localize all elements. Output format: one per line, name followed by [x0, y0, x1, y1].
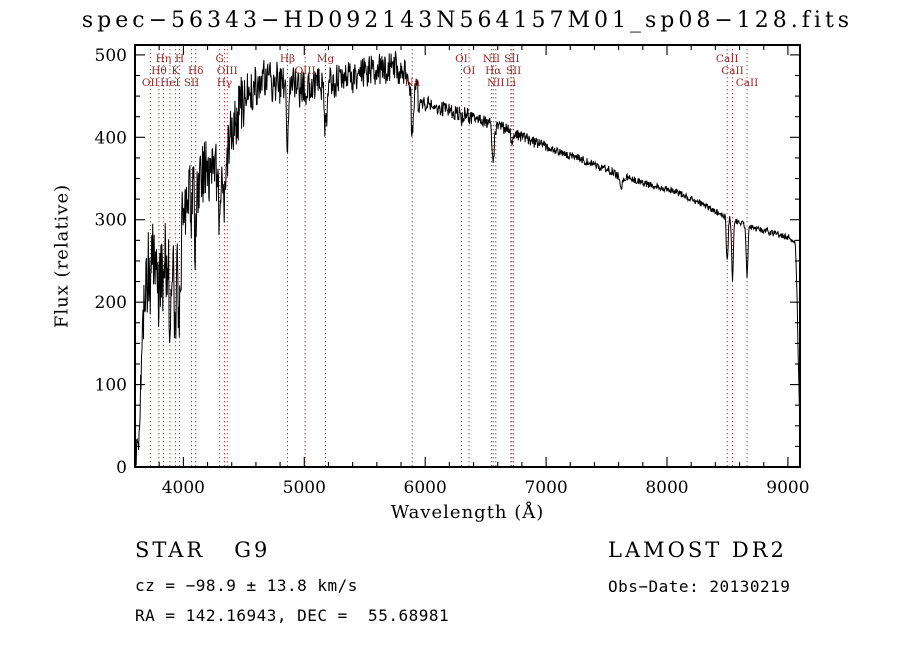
x-tick-label: 5000 — [283, 478, 326, 498]
spectral-line-label-Mg: Mg — [317, 53, 335, 65]
x-tick-label: 7000 — [524, 478, 567, 498]
spectrum-trace — [135, 51, 801, 466]
spectral-line-label-OIII: OIII — [217, 65, 238, 77]
x-tick-label: 8000 — [645, 478, 688, 498]
spectral-line-label-H: H — [175, 53, 184, 65]
spectral-line-label-SII: SII — [506, 65, 522, 77]
plot-frame — [134, 44, 801, 468]
spectral-line-label-Hγ: Hγ — [217, 77, 232, 89]
spectral-line-label-OIII: OIII — [295, 65, 316, 77]
spectral-line-label-G: G — [215, 53, 223, 65]
spectral-line-label-Hη: Hη — [156, 53, 171, 65]
x-tick-label: 6000 — [404, 478, 447, 498]
y-tick-label: 400 — [95, 128, 127, 148]
spectral-line-label-Hθ: Hθ — [151, 65, 166, 77]
spectral-line-label-OII: OII — [142, 77, 159, 89]
spectral-line-label-CaII: CaII — [721, 65, 744, 77]
x-axis-label: Wavelength (Å) — [390, 502, 545, 523]
spectral-line-label-SII: SII — [504, 53, 520, 65]
classification-label: STAR G9 — [135, 538, 271, 562]
spectral-line-label-Hδ: Hδ — [188, 65, 203, 77]
spectral-line-label-Hα: Hα — [485, 65, 501, 77]
y-tick-label: 0 — [116, 458, 127, 478]
spectral-line-label-NII: NII — [483, 53, 500, 65]
spectral-line-label-OI: OI — [463, 65, 476, 77]
y-tick-label: 300 — [95, 211, 127, 231]
survey-release-label: LAMOST DR2 — [608, 538, 787, 562]
spectral-line-label-OI: OI — [455, 53, 468, 65]
spectral-line-label-Hβ: Hβ — [280, 53, 295, 65]
ra-dec-coordinates: RA = 142.16943, DEC = 55.68981 — [135, 606, 450, 625]
y-tick-label: 500 — [95, 46, 127, 66]
plot-title: spec−56343−HD092143N564157M01_sp08−128.f… — [81, 8, 854, 33]
spectral-line-label-CaII: CaII — [716, 53, 739, 65]
spectral-line-label-Li: Li — [506, 77, 517, 89]
x-tick-label: 4000 — [162, 478, 205, 498]
x-tick-label: 9000 — [766, 478, 809, 498]
y-tick-label: 100 — [95, 376, 127, 396]
spectral-line-label-HeI: HeI — [160, 77, 180, 89]
spectral-line-label-SII: SII — [184, 77, 200, 89]
obs-date-value: Obs−Date: 20130219 — [608, 577, 791, 596]
spectral-line-label-CaII: CaII — [736, 77, 759, 89]
y-tick-label: 200 — [95, 293, 127, 313]
spectral-line-label-Na: Na — [405, 77, 420, 89]
spectral-line-label-K: K — [171, 65, 179, 77]
spectral-line-label-NII: NII — [487, 77, 504, 89]
cz-velocity-value: cz = −98.9 ± 13.8 km/s — [135, 576, 358, 595]
